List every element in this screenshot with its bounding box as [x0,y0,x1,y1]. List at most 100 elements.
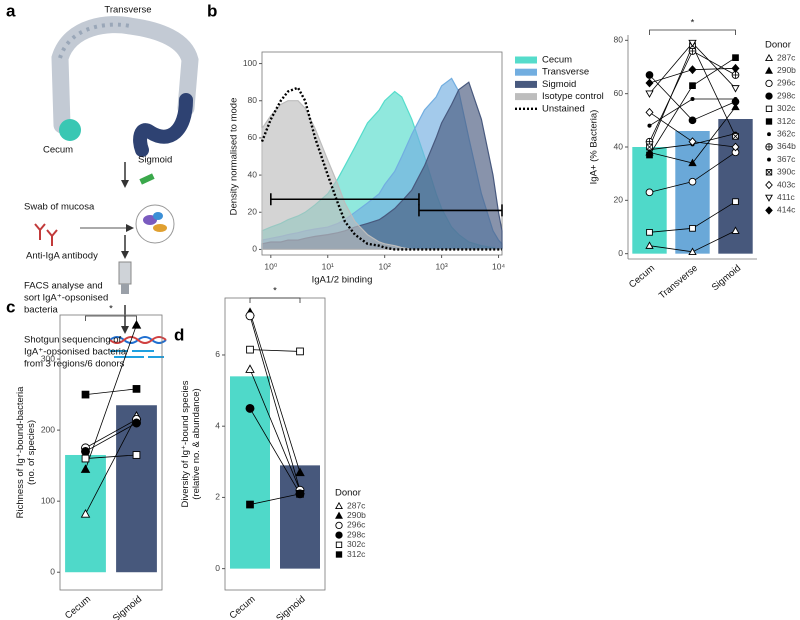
marker-shape [767,132,771,137]
panel-letter: a [6,1,16,20]
marker-shape [646,151,653,159]
marker-shape [132,418,141,428]
marker-shape [765,180,773,190]
marker-shape [765,169,773,176]
bar [632,147,667,254]
y-tick-label: 60 [248,132,258,142]
x-tick-label: Cecum [63,594,93,620]
marker [246,345,254,354]
legend-label: 302c [347,539,366,549]
read [132,350,154,352]
antibody [34,223,58,246]
marker-shape [645,78,654,88]
step-label: sort IgA⁺-opsonised [24,293,108,304]
x-tick-label: 10⁰ [264,261,277,271]
y-axis-label: Diversity of Ig⁺-bound species [180,380,191,507]
marker-shape [246,345,254,354]
legend-label: 364b [777,141,796,151]
marker [335,511,343,519]
legend-label: Cecum [542,55,572,66]
marker [132,385,141,393]
marker-shape [688,247,697,255]
donor-line [85,415,137,515]
read [148,356,164,358]
legend-label: 287c [347,500,366,510]
y-tick-label: 80 [614,35,624,45]
marker-shape [688,116,697,125]
marker-shape [645,241,654,249]
significance-label: * [691,18,695,29]
marker [765,118,773,125]
y-axis-label: Density normalised to mode [229,98,240,216]
density-curve [260,86,502,251]
y-tick-label: 0 [215,563,220,573]
marker [765,180,773,190]
x-tick-label: Cecum [627,263,657,291]
marker-shape [731,63,740,73]
marker [296,347,304,356]
marker-shape [131,320,142,329]
marker-shape [246,500,254,509]
significance-label: * [109,304,113,315]
marker-shape [645,107,654,117]
marker-shape [690,96,695,102]
bacterium [153,224,167,232]
donor-line [249,315,301,491]
significance-bracket [249,297,301,303]
donor-line [249,369,301,491]
y-tick-label: 80 [248,95,258,105]
dna [109,336,167,344]
marker [81,446,90,456]
bar [280,465,320,569]
step-label: Shotgun sequencing of [24,335,122,346]
marker [765,206,773,215]
marker [132,451,141,459]
bacterium [153,212,163,220]
legend-label: 302c [777,103,796,113]
marker [688,158,697,167]
legend-label: 287c [777,52,796,62]
legend-title: Donor [765,40,791,51]
marker [335,521,343,530]
marker [731,142,740,152]
marker-shape [132,451,141,459]
marker-shape [767,157,771,162]
marker-shape [245,364,255,373]
marker [688,247,697,255]
significance-label: * [273,286,277,297]
marker-shape [647,123,652,128]
donor-line [249,408,301,495]
marker [645,107,654,117]
y-tick-label: 100 [243,58,257,68]
marker-shape [765,194,773,202]
marker-shape [80,509,91,518]
y-tick-label: 6 [215,349,220,359]
y-tick-label: 20 [248,207,258,217]
y-tick-label: 40 [614,141,624,151]
legend-label: 403c [777,179,796,189]
x-tick-label: Cecum [227,594,257,620]
legend-label: 367c [777,154,796,164]
marker [81,390,90,399]
y-tick-label: 2 [215,492,220,502]
y-tick-label: 4 [215,420,220,430]
bar [116,405,157,573]
y-axis-label: IgA+ (% Bacteria) [589,110,600,185]
marker-shape [335,551,343,558]
step-label: Anti-IgA antibody [26,251,98,262]
marker [646,143,653,151]
marker-shape [765,105,773,112]
marker-shape [765,143,773,151]
step-label: from 3 regions/6 donors [24,359,125,370]
marker-shape [732,198,739,206]
marker [765,66,773,74]
marker [246,500,254,509]
marker [731,85,740,93]
x-tick-label: Sigmoid [111,594,144,620]
x-tick-label: Transverse [657,263,700,302]
marker-shape [645,188,654,197]
y-tick-label: 60 [614,88,624,98]
marker [765,143,773,151]
marker [732,132,739,140]
